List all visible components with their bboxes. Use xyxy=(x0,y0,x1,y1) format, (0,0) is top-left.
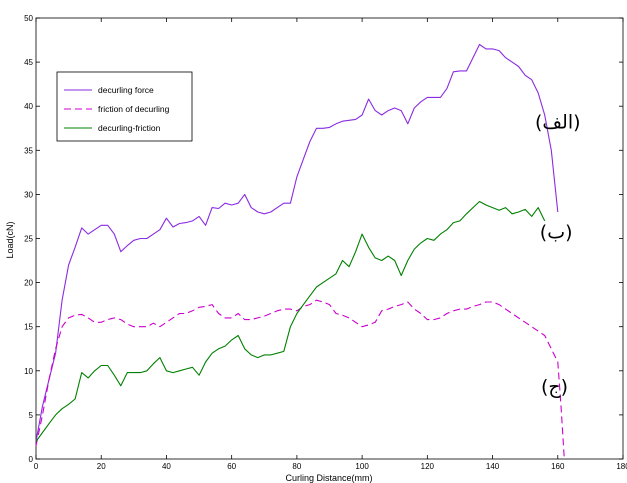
x-tick-label: 160 xyxy=(551,462,565,471)
y-tick-label: 15 xyxy=(24,323,33,332)
legend-label-3: decurling-friction xyxy=(98,123,161,133)
y-tick-label: 5 xyxy=(29,411,34,420)
y-tick-label: 10 xyxy=(24,367,33,376)
y-tick-label: 35 xyxy=(24,146,33,155)
curve-annotation-1: (الف) xyxy=(535,111,581,133)
y-tick-label: 30 xyxy=(24,190,33,199)
legend: decurling force friction of decurling decu… xyxy=(56,71,193,142)
y-tick-label: 40 xyxy=(24,102,33,111)
annotations: (الف) (ب) (ج) xyxy=(535,111,581,398)
x-axis-label: Curling Distance(mm) xyxy=(285,473,372,483)
series-lines xyxy=(35,43,565,460)
x-tick-label: 80 xyxy=(292,462,301,471)
legend-label-2: friction of decurling xyxy=(98,104,170,114)
axis-ticks: 0 20 40 60 80 100 120 140 160 180 0 5 10 15 20 25 30 35 40… xyxy=(24,14,627,471)
x-tick-label: 40 xyxy=(162,462,171,471)
x-tick-label: 180 xyxy=(616,462,627,471)
series-line-3 xyxy=(35,200,546,442)
curve-annotation-2: (ب) xyxy=(540,222,573,244)
y-tick-label: 20 xyxy=(24,279,33,288)
legend-label-1: decurling force xyxy=(98,85,154,95)
legend-box xyxy=(56,71,193,142)
y-tick-label: 45 xyxy=(24,58,33,67)
y-tick-label: 50 xyxy=(24,14,33,23)
y-tick-label: 0 xyxy=(29,455,34,464)
y-axis-label: Load(cN) xyxy=(5,221,15,258)
x-tick-label: 20 xyxy=(97,462,106,471)
x-tick-label: 140 xyxy=(486,462,500,471)
series-line-1 xyxy=(35,43,559,442)
x-tick-label: 60 xyxy=(227,462,236,471)
curve-annotation-3: (ج) xyxy=(541,376,568,398)
x-tick-label: 120 xyxy=(421,462,435,471)
x-tick-label: 100 xyxy=(355,462,369,471)
x-tick-label: 0 xyxy=(34,462,39,471)
y-tick-label: 25 xyxy=(24,235,33,244)
